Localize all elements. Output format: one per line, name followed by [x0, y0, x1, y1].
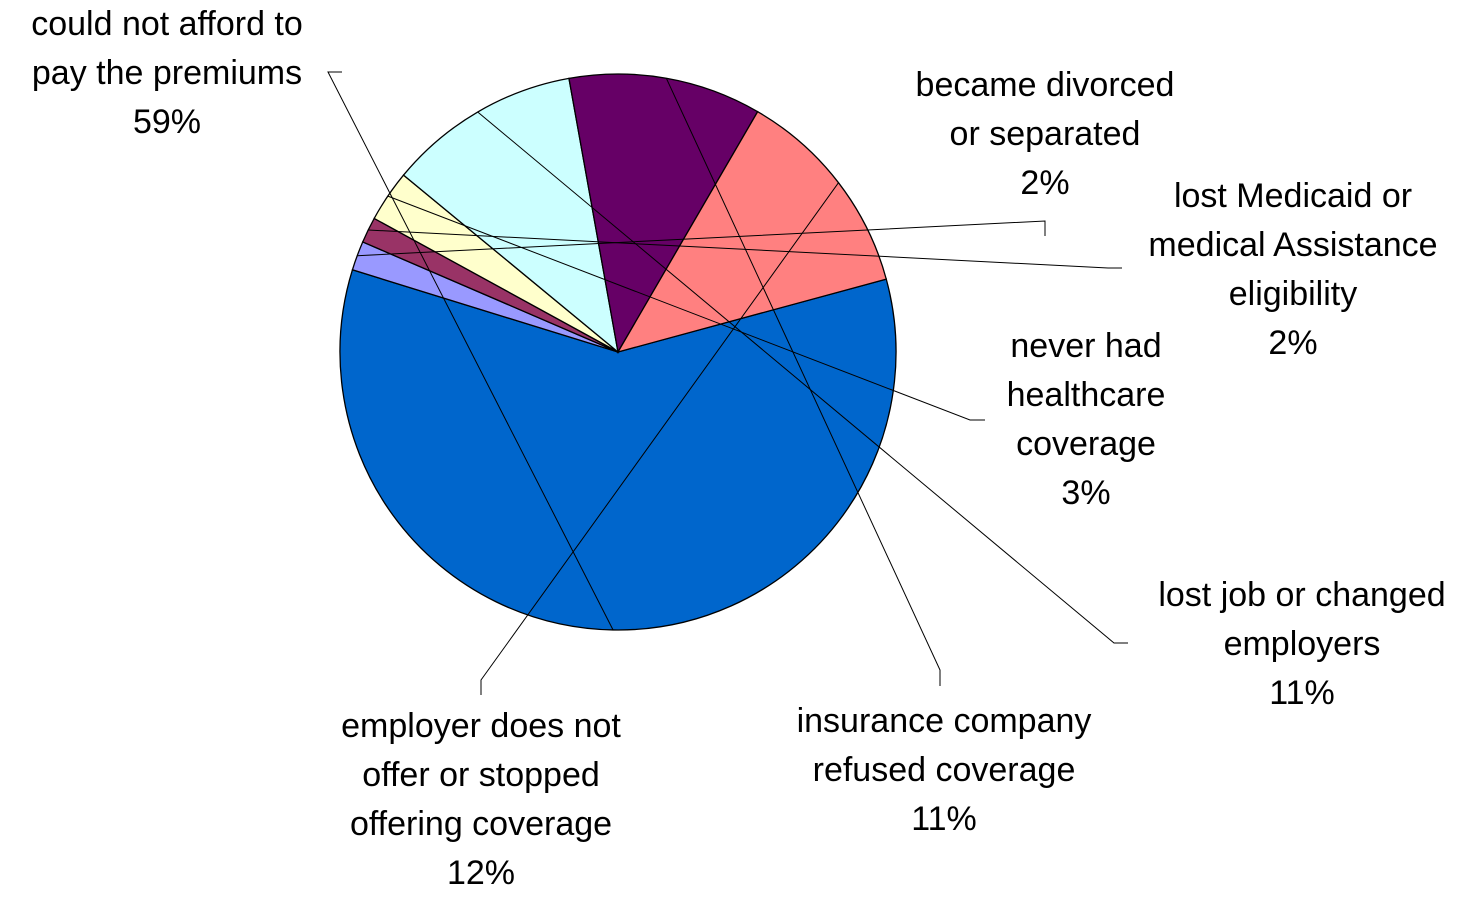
label-line: refused coverage [812, 751, 1076, 789]
label-line: employers [1223, 625, 1381, 663]
slice-label-lost-job: lost job or changed employers 11% [1158, 571, 1445, 718]
label-line: eligibility [1228, 275, 1358, 313]
leader-line [387, 195, 985, 421]
label-line: employer does not [341, 707, 621, 745]
leader-line [357, 220, 1046, 257]
label-line: never had [1010, 327, 1162, 365]
slice-label-never-had: never had healthcare coverage 3% [1007, 322, 1166, 518]
leader-line [480, 182, 839, 695]
label-line: or separated [949, 115, 1141, 153]
leader-line [477, 111, 1128, 644]
label-line: coverage [1016, 425, 1156, 463]
leader-line [665, 77, 941, 686]
slice-percent: 59% [132, 103, 202, 141]
leader-lines [327, 71, 1128, 695]
slice-percent: 3% [1061, 474, 1111, 512]
pie-slice [616, 110, 888, 354]
label-line: medical Assistance [1148, 226, 1438, 264]
leader-line [327, 71, 614, 631]
slice-percent: 2% [1268, 324, 1318, 362]
label-line: offer or stopped [362, 756, 600, 794]
slice-label-employer-does-not-offer: employer does not offer or stopped offer… [341, 702, 621, 898]
label-line: healthcare [1006, 376, 1166, 414]
slice-label-could-not-afford: could not afford to pay the premiums 59% [31, 0, 303, 147]
label-line: insurance company [796, 702, 1092, 740]
label-line: pay the premiums [31, 54, 303, 92]
slice-percent: 11% [911, 800, 977, 838]
slice-label-divorced: became divorced or separated 2% [916, 61, 1175, 208]
slice-label-lost-medicaid: lost Medicaid or medical Assistance elig… [1148, 172, 1437, 368]
leader-line [368, 229, 1122, 269]
label-line: became divorced [915, 66, 1175, 104]
label-line: lost job or changed [1158, 576, 1446, 614]
pie-slices [339, 73, 897, 631]
label-line: could not afford to [31, 5, 303, 43]
slice-percent: 12% [446, 854, 516, 892]
slice-percent: 2% [1020, 164, 1070, 202]
slice-percent: 11% [1269, 674, 1335, 712]
label-line: lost Medicaid or [1173, 177, 1413, 215]
label-line: offering coverage [349, 805, 613, 843]
slice-label-insurance-refused: insurance company refused coverage 11% [797, 697, 1092, 844]
